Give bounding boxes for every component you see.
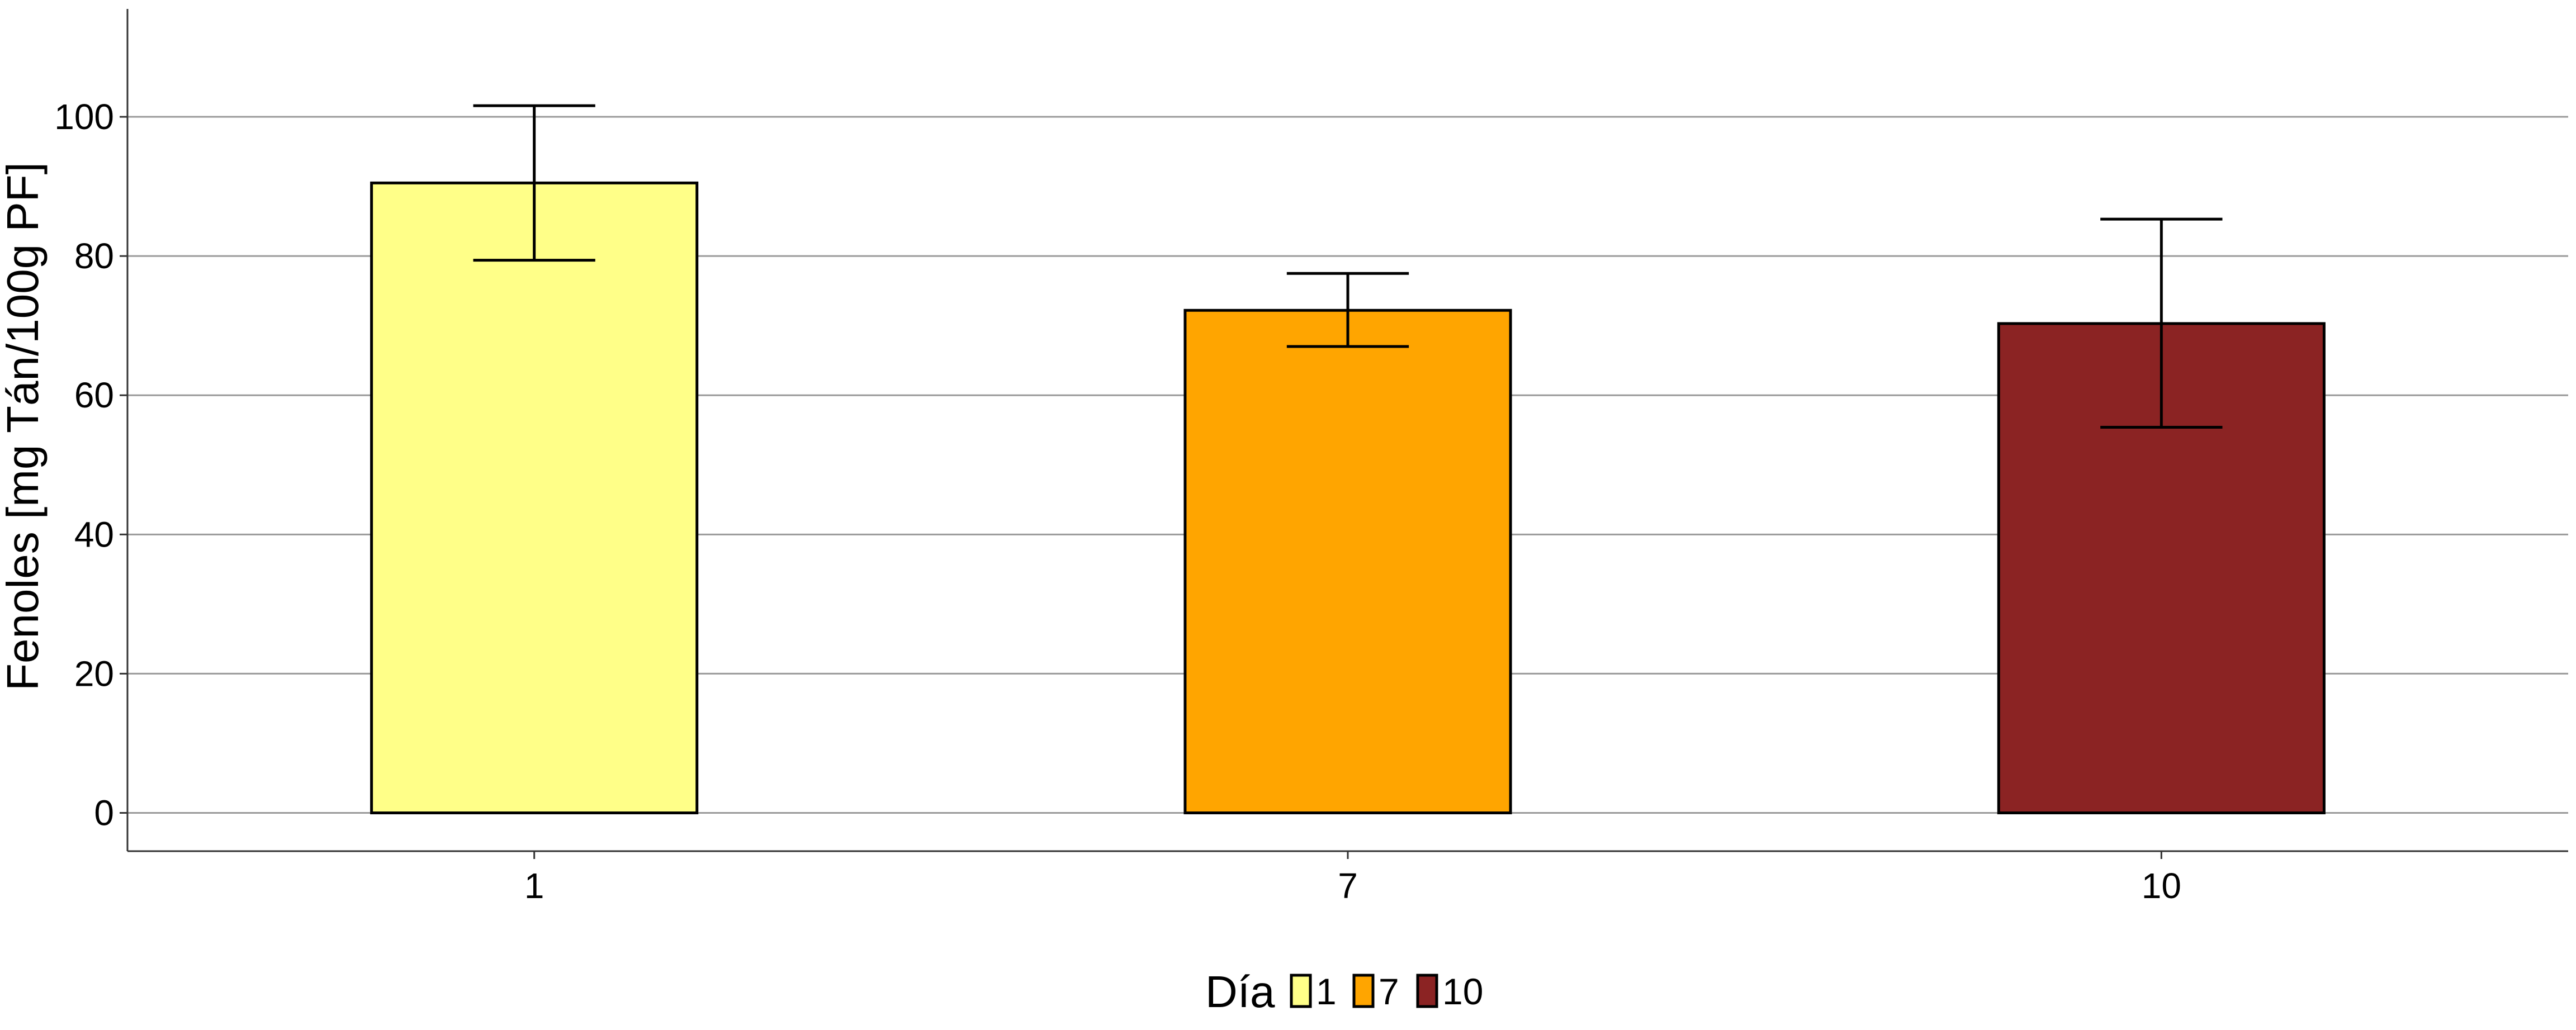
- bars: [370, 181, 2326, 814]
- legend-title: Día: [1205, 967, 1275, 1017]
- x-tick-label: 7: [1338, 866, 1358, 906]
- legend-items: 1 7 10: [1290, 971, 1483, 1012]
- y-tick-label: 100: [54, 97, 114, 137]
- legend-label-1: 1: [1316, 971, 1337, 1012]
- y-tick-label: 40: [74, 514, 114, 554]
- y-axis-title: Fenoles [mg Tán/100g PF]: [0, 162, 48, 691]
- legend-label-7: 7: [1379, 971, 1399, 1012]
- legend-label-10: 10: [1442, 971, 1483, 1012]
- bar-day-7: [1183, 308, 1512, 814]
- tick-labels: 0 20 40 60 80 100 1 7 10: [54, 97, 2181, 906]
- legend: Día 1 7 10: [1205, 967, 1483, 1017]
- y-tick-label: 0: [94, 793, 114, 833]
- legend-swatch-7: [1352, 974, 1375, 1008]
- bar-day-1: [370, 181, 699, 814]
- y-tick-label: 80: [74, 236, 114, 276]
- x-tick-label: 1: [524, 866, 544, 906]
- legend-swatch-1: [1290, 974, 1312, 1008]
- error-bars: [473, 104, 2223, 429]
- axes: [120, 9, 2568, 859]
- x-tick-label: 10: [2142, 866, 2181, 906]
- y-tick-label: 60: [74, 375, 114, 415]
- legend-swatch-10: [1416, 974, 1438, 1008]
- y-tick-label: 20: [74, 653, 114, 694]
